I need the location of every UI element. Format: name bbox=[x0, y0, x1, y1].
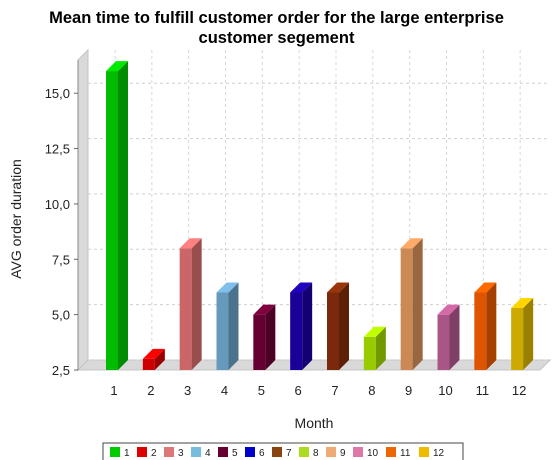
x-axis-title: Month bbox=[295, 415, 334, 431]
legend-label-3: 3 bbox=[178, 448, 184, 459]
bar-8 bbox=[363, 336, 376, 370]
bar-side-3 bbox=[191, 238, 202, 370]
bar-6 bbox=[290, 292, 303, 370]
bar-top-9 bbox=[400, 238, 423, 249]
x-tick-label-2: 2 bbox=[147, 383, 154, 398]
bar-side-2 bbox=[154, 348, 165, 370]
legend-swatch-6 bbox=[245, 447, 255, 457]
x-tick-label-11: 11 bbox=[476, 383, 490, 398]
y-tick-label-3: 10,0 bbox=[45, 197, 70, 212]
bar-top-2 bbox=[142, 348, 165, 359]
x-tick-label-1: 1 bbox=[110, 383, 117, 398]
legend-label-10: 10 bbox=[367, 448, 379, 459]
bar-top-11 bbox=[474, 282, 497, 293]
bar-4 bbox=[216, 292, 229, 370]
legend-label-4: 4 bbox=[205, 448, 211, 459]
bar-top-1 bbox=[106, 61, 128, 72]
x-tick-label-5: 5 bbox=[258, 383, 265, 398]
bar-7 bbox=[327, 292, 339, 370]
bar-side-7 bbox=[339, 282, 349, 370]
bar-side-10 bbox=[449, 304, 460, 370]
y-tick-label-0: 2,5 bbox=[52, 363, 70, 378]
legend-label-12: 12 bbox=[433, 448, 445, 459]
bar-side-8 bbox=[375, 326, 386, 370]
bar-1 bbox=[106, 71, 118, 371]
legend-swatch-4 bbox=[191, 447, 201, 457]
bar-top-10 bbox=[437, 304, 460, 315]
bar-side-9 bbox=[412, 238, 423, 370]
legend-swatch-11 bbox=[386, 447, 396, 457]
x-tick-label-3: 3 bbox=[184, 383, 191, 398]
bar-5 bbox=[253, 314, 266, 370]
bar-side-4 bbox=[228, 282, 239, 370]
legend-swatch-2 bbox=[137, 447, 147, 457]
y-axis-title: AVG order duration bbox=[8, 159, 24, 279]
y-tick-label-1: 5,0 bbox=[52, 308, 70, 323]
legend-swatch-3 bbox=[164, 447, 174, 457]
bar-side-6 bbox=[302, 282, 313, 370]
y-tick-label-2: 7,5 bbox=[52, 252, 70, 267]
legend-label-11: 11 bbox=[400, 448, 411, 459]
x-tick-label-7: 7 bbox=[331, 383, 338, 398]
x-tick-label-10: 10 bbox=[438, 383, 452, 398]
chart-title-line-2: customer segement bbox=[198, 29, 355, 47]
legend-label-7: 7 bbox=[286, 448, 292, 459]
legend-label-8: 8 bbox=[313, 448, 319, 459]
legend-label-1: 1 bbox=[124, 448, 130, 459]
x-tick-label-6: 6 bbox=[295, 383, 302, 398]
bar-side-1 bbox=[118, 61, 128, 370]
bar-side-12 bbox=[523, 298, 534, 370]
bar-top-8 bbox=[363, 326, 386, 337]
legend-label-6: 6 bbox=[259, 448, 265, 459]
legend-swatch-10 bbox=[353, 447, 363, 457]
legend-swatch-8 bbox=[299, 447, 309, 457]
chart-title: Mean time to fulfill customer order for … bbox=[0, 8, 553, 48]
y-tick-label-5: 15,0 bbox=[45, 86, 70, 101]
bar-2 bbox=[142, 358, 155, 370]
y-tick-label-4: 12,5 bbox=[45, 142, 70, 157]
legend-swatch-1 bbox=[110, 447, 120, 457]
x-tick-label-12: 12 bbox=[512, 383, 526, 398]
bar-side-5 bbox=[265, 304, 276, 370]
left-wall bbox=[77, 48, 89, 372]
bar-top-3 bbox=[179, 238, 202, 249]
legend-label-2: 2 bbox=[151, 448, 157, 459]
x-tick-label-8: 8 bbox=[368, 383, 375, 398]
bar-10 bbox=[437, 314, 450, 370]
legend-swatch-12 bbox=[419, 447, 429, 457]
bar-12 bbox=[511, 308, 524, 370]
bar-9 bbox=[400, 248, 413, 370]
bar-top-6 bbox=[290, 282, 313, 293]
legend-swatch-5 bbox=[218, 447, 228, 457]
x-tick-label-4: 4 bbox=[221, 383, 228, 398]
bar-11 bbox=[474, 292, 487, 370]
x-tick-label-9: 9 bbox=[405, 383, 412, 398]
bar-top-12 bbox=[511, 298, 534, 308]
bar-3 bbox=[179, 248, 192, 370]
legend-label-9: 9 bbox=[340, 448, 346, 459]
bar-top-4 bbox=[216, 282, 239, 293]
chart-title-line-1: Mean time to fulfill customer order for … bbox=[49, 9, 504, 27]
legend-swatch-9 bbox=[326, 447, 336, 457]
legend-swatch-7 bbox=[272, 447, 282, 457]
bar-top-7 bbox=[327, 282, 349, 293]
bar-top-5 bbox=[253, 304, 276, 315]
legend-label-5: 5 bbox=[232, 448, 238, 459]
bar-side-11 bbox=[486, 282, 497, 370]
